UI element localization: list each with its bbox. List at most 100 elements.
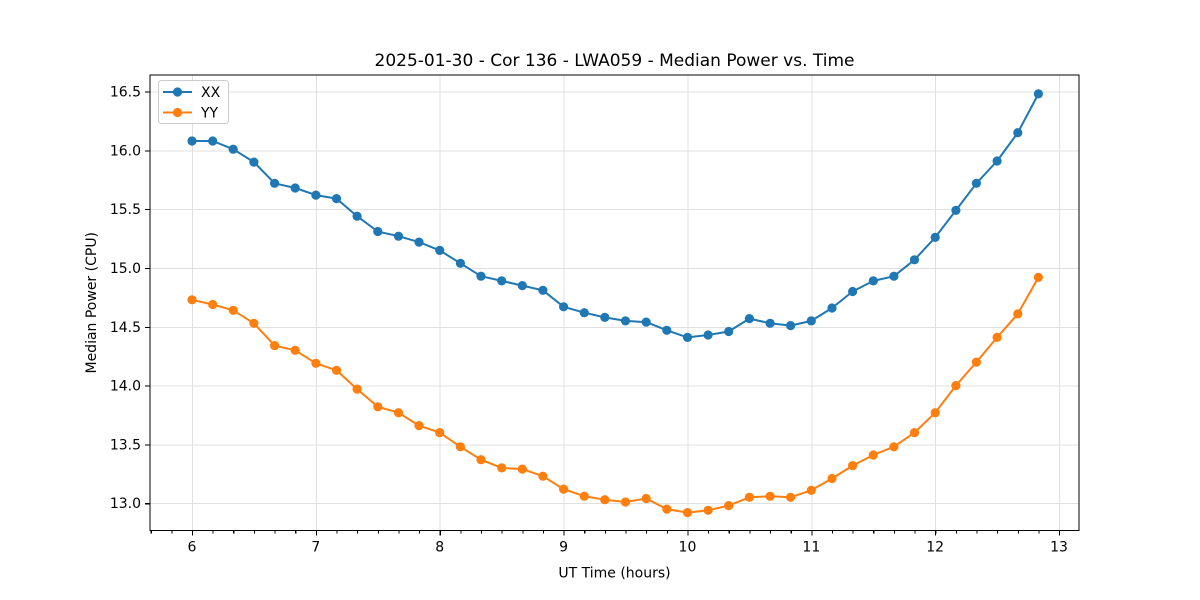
data-point-yy <box>497 463 507 473</box>
data-point-xx <box>208 136 218 146</box>
data-point-yy <box>703 505 713 515</box>
plot-area <box>150 75 1079 531</box>
axes-spines <box>149 74 1080 532</box>
y-tick-label: 13.5 <box>110 437 141 453</box>
data-point-yy <box>971 357 982 367</box>
y-tick-label: 13.0 <box>110 496 141 512</box>
data-point-yy <box>393 408 404 418</box>
legend-label: YY <box>200 105 219 121</box>
series-xx <box>187 89 1043 342</box>
data-point-yy <box>1033 272 1043 282</box>
data-point-xx <box>187 136 197 146</box>
data-point-xx <box>373 226 383 237</box>
data-point-yy <box>744 492 755 502</box>
tick-labels: 6 7 8 9 10 11 12 13 13.0 13.5 14.0 14.5 15.0 15.5 16.0… <box>110 85 1068 556</box>
data-point-xx <box>641 317 651 327</box>
data-point-yy <box>765 491 775 501</box>
data-point-yy <box>455 442 465 452</box>
data-point-xx <box>868 276 878 286</box>
data-point-yy <box>352 384 362 394</box>
y-axis-label: Median Power (CPU) <box>84 232 100 374</box>
data-point-yy <box>249 318 259 328</box>
data-point-yy <box>600 495 610 505</box>
series-yy <box>187 272 1043 518</box>
chart-title: 2025-01-30 - Cor 136 - LWA059 - Median P… <box>375 51 855 71</box>
data-point-yy <box>414 421 424 431</box>
x-tick-label: 12 <box>926 540 944 556</box>
data-point-xx <box>620 316 631 326</box>
data-point-xx <box>662 325 672 335</box>
data-point-xx <box>228 144 238 154</box>
data-point-xx <box>476 271 486 281</box>
data-point-xx <box>579 308 589 318</box>
data-point-yy <box>517 464 527 474</box>
gridlines <box>150 75 1079 531</box>
data-point-yy <box>889 442 899 452</box>
data-point-xx <box>455 258 465 268</box>
data-point-yy <box>331 365 342 375</box>
data-point-xx <box>971 178 982 188</box>
data-point-xx <box>352 211 362 221</box>
x-axis-label: UT Time (hours) <box>558 566 670 582</box>
legend-marker <box>172 107 183 118</box>
data-point-xx <box>682 332 693 342</box>
data-point-yy <box>187 295 197 305</box>
data-point-yy <box>435 428 445 438</box>
data-point-xx <box>703 330 713 340</box>
y-tick-label: 14.5 <box>110 320 141 336</box>
data-point-yy <box>579 491 589 501</box>
data-point-yy <box>1013 309 1023 319</box>
data-point-yy <box>208 299 218 310</box>
legend-marker <box>172 87 183 97</box>
x-tick-label: 6 <box>188 540 197 556</box>
data-point-xx <box>249 157 259 167</box>
x-tick-label: 10 <box>679 540 697 556</box>
x-tick-label: 8 <box>435 540 444 556</box>
data-point-xx <box>806 316 816 326</box>
data-point-yy <box>786 492 796 502</box>
data-point-xx <box>290 183 300 193</box>
legend-entry-xx: XX <box>163 85 221 101</box>
data-point-xx <box>951 205 961 215</box>
data-point-yy <box>827 473 837 484</box>
data-point-xx <box>848 286 858 297</box>
data-point-yy <box>641 493 651 504</box>
data-point-yy <box>724 501 734 511</box>
axis-ticks <box>145 91 1061 536</box>
data-point-yy <box>228 305 238 315</box>
data-point-xx <box>744 314 755 324</box>
legend: XX YY <box>158 80 229 124</box>
data-point-xx <box>765 318 775 328</box>
data-point-xx <box>414 237 424 247</box>
data-point-xx <box>435 245 445 255</box>
data-point-yy <box>848 461 858 471</box>
data-point-yy <box>909 428 920 438</box>
data-point-yy <box>538 471 548 481</box>
data-point-xx <box>538 285 548 295</box>
data-point-yy <box>662 504 672 514</box>
data-point-xx <box>827 303 837 313</box>
data-point-xx <box>559 302 569 312</box>
y-tick-label: 15.0 <box>110 261 141 277</box>
data-point-xx <box>393 231 404 241</box>
data-point-xx <box>600 312 610 322</box>
data-point-xx <box>889 271 899 281</box>
x-tick-label: 7 <box>311 540 320 556</box>
y-tick-label: 16.0 <box>110 143 141 159</box>
data-point-xx <box>930 232 940 242</box>
data-point-yy <box>311 358 321 368</box>
data-point-xx <box>331 194 342 204</box>
data-point-xx <box>1013 128 1023 138</box>
data-point-xx <box>992 156 1002 166</box>
data-point-yy <box>682 507 693 518</box>
data-point-xx <box>270 178 280 188</box>
data-point-yy <box>868 450 878 460</box>
x-tick-label: 9 <box>559 540 568 556</box>
y-tick-label: 14.0 <box>110 379 141 395</box>
y-tick-label: 16.5 <box>110 85 141 101</box>
data-point-xx <box>497 276 507 286</box>
data-point-yy <box>620 497 631 507</box>
data-point-yy <box>951 381 961 391</box>
